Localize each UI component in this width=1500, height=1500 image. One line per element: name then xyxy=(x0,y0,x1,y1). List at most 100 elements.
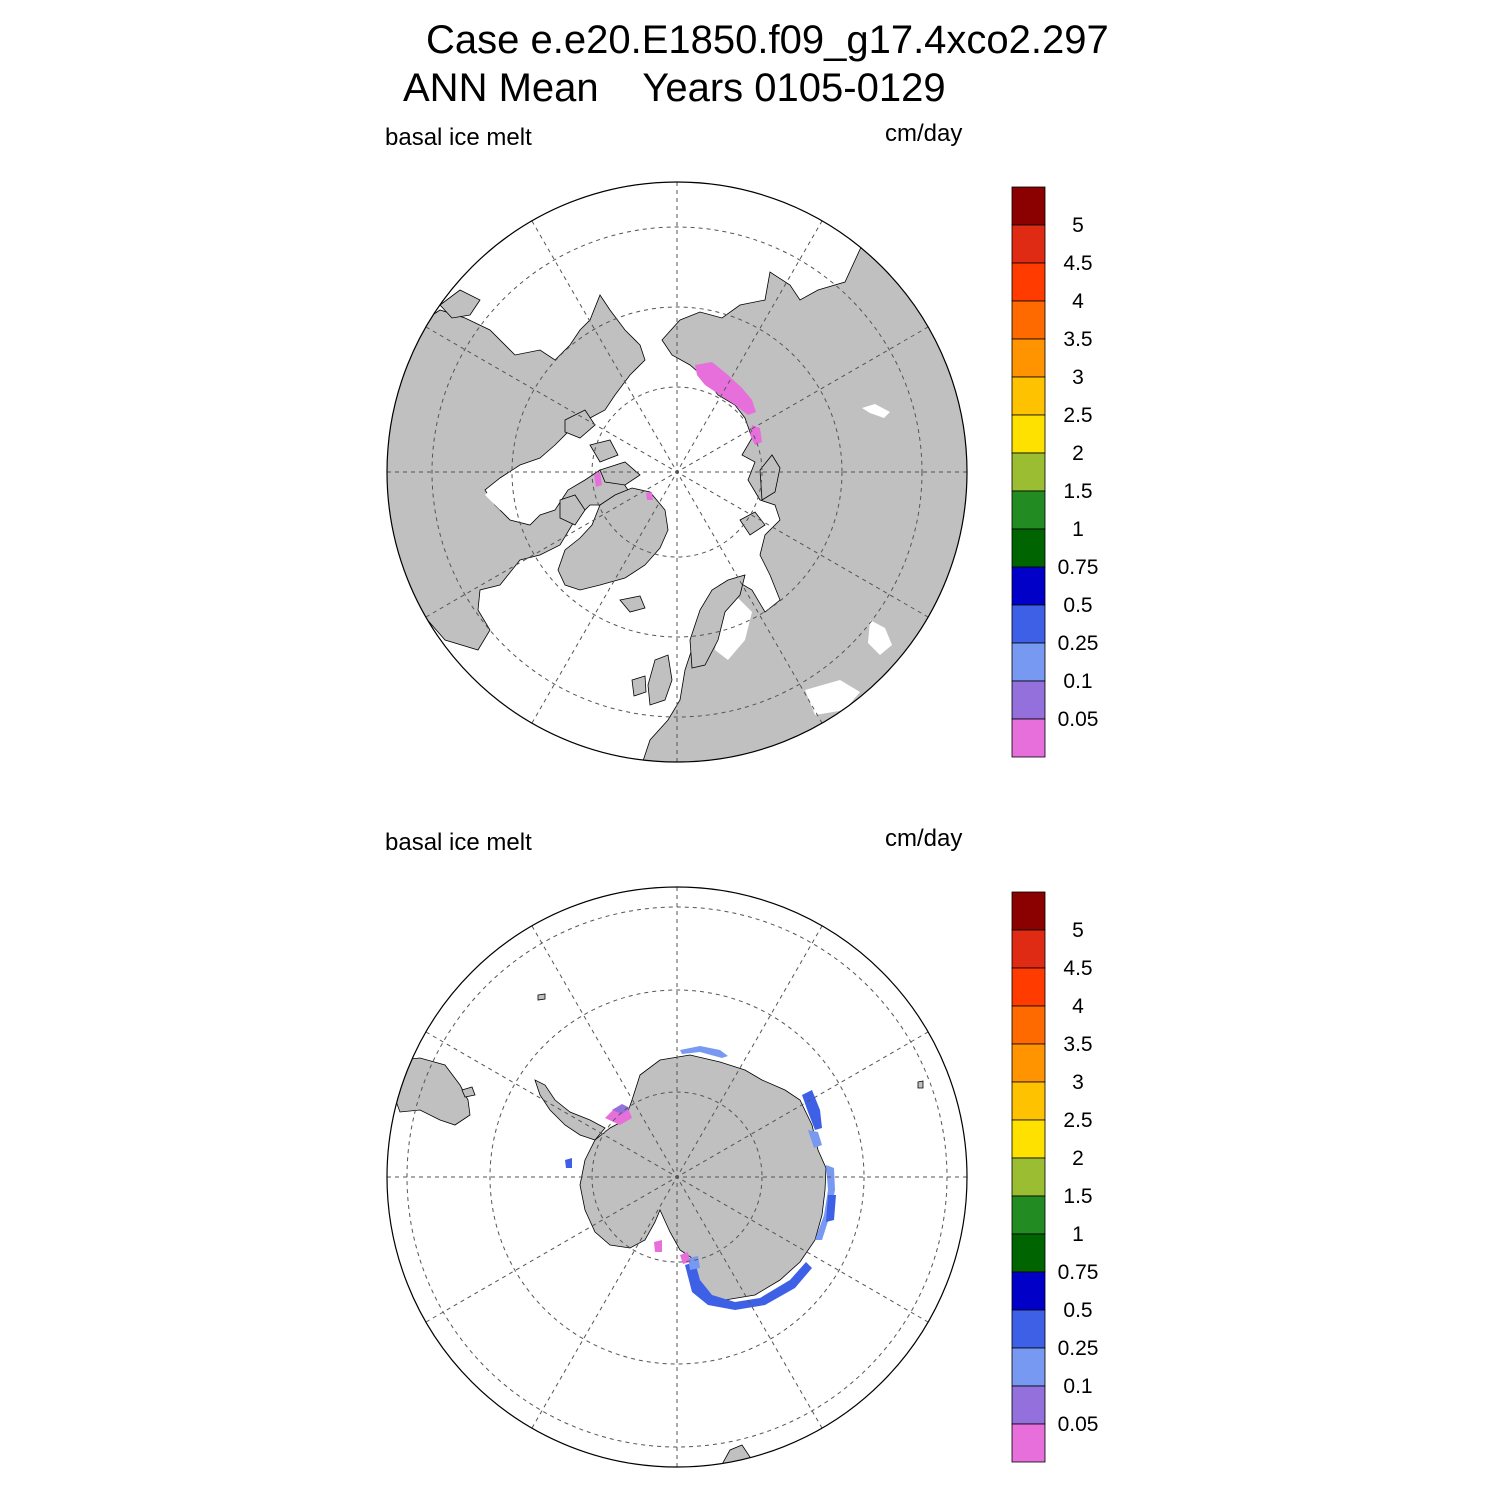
south-colorbar-label: 4.5 xyxy=(1063,957,1092,980)
south-colorbar-box-1 xyxy=(1011,1385,1046,1425)
melt-weddell-purple xyxy=(612,1104,630,1114)
melt-peninsula-blue xyxy=(565,1158,572,1168)
south-colorbar-box-10 xyxy=(1011,1043,1046,1083)
south-colorbar-label: 0.05 xyxy=(1058,1413,1099,1436)
south-america-tip xyxy=(387,1057,471,1126)
south-colorbar-box-5 xyxy=(1011,1233,1046,1273)
south-colorbar-box-0 xyxy=(1011,1423,1046,1463)
south-colorbar-label: 0.25 xyxy=(1058,1337,1099,1360)
south-colorbar-label: 3.5 xyxy=(1063,1033,1092,1056)
north-colorbar-box-11 xyxy=(1011,300,1046,340)
north-colorbar-box-5 xyxy=(1011,528,1046,568)
melt-bellingshausen-pink xyxy=(654,1240,662,1252)
south-colorbar-box-3 xyxy=(1011,1309,1046,1349)
north-colorbar-box-7 xyxy=(1011,452,1046,492)
melt-queen-maud-arc xyxy=(680,1046,728,1058)
melt-ross-sea-light xyxy=(688,1256,700,1270)
figure-title-line1: Case e.e20.E1850.f09_g17.4xco2.297 xyxy=(426,18,1109,62)
scandinavia xyxy=(689,574,746,669)
north-land-masses xyxy=(387,244,967,762)
small-island-1 xyxy=(537,993,546,1001)
south-graticule xyxy=(387,887,967,1467)
north-colorbar-label: 0.1 xyxy=(1063,670,1092,693)
north-colorbar-box-0 xyxy=(1011,718,1046,758)
south-colorbar-label: 0.1 xyxy=(1063,1375,1092,1398)
melt-weddell-pink xyxy=(605,1108,632,1125)
south-colorbar-label: 0.75 xyxy=(1058,1261,1099,1284)
north-colorbar-box-9 xyxy=(1011,376,1046,416)
lake-baikal xyxy=(862,404,890,418)
melt-laptev-patch xyxy=(750,425,762,445)
melt-greenland-patch xyxy=(646,492,653,500)
north-colorbar-label: 3.5 xyxy=(1063,328,1092,351)
melt-ross-sea-blue xyxy=(685,1262,812,1310)
south-colorbar-box-4 xyxy=(1011,1271,1046,1311)
melt-east-antarctica-3 xyxy=(815,1165,835,1240)
north-colorbar-box-2 xyxy=(1011,642,1046,682)
south-colorbar-label: 0.5 xyxy=(1063,1299,1092,1322)
small-island-2 xyxy=(917,1080,924,1089)
south-colorbar-label: 5 xyxy=(1072,919,1084,942)
iceland xyxy=(619,595,646,613)
south-colorbar-box-2 xyxy=(1011,1347,1046,1387)
north-colorbar-label: 4 xyxy=(1072,290,1084,313)
north-graticule xyxy=(387,182,967,762)
north-colorbar-box-12 xyxy=(1011,262,1046,302)
north-colorbar-label: 0.5 xyxy=(1063,594,1092,617)
north-colorbar-box-10 xyxy=(1011,338,1046,378)
north-colorbar-box-6 xyxy=(1011,490,1046,530)
north-america-landmass xyxy=(387,294,646,651)
north-polar-map xyxy=(386,181,968,763)
north-colorbar-box-8 xyxy=(1011,414,1046,454)
south-colorbar-box-12 xyxy=(1011,967,1046,1007)
melt-canadian-patch xyxy=(594,472,602,487)
melt-east-antarctica-2 xyxy=(808,1130,822,1148)
north-colorbar-box-3 xyxy=(1011,604,1046,644)
south-colorbar: 5 4.5 4 3.5 3 2.5 2 1.5 1 0.75 0.5 0.25 0.1 0.05 xyxy=(1011,891,1099,1463)
north-colorbar-box-14 xyxy=(1011,186,1046,226)
inland-sea-2 xyxy=(805,680,860,715)
hudson-bay xyxy=(485,465,560,512)
south-colorbar-box-11 xyxy=(1011,1005,1046,1045)
arctic-island-2 xyxy=(589,439,619,463)
south-colorbar-box-9 xyxy=(1011,1081,1046,1121)
south-colorbar-label: 1.5 xyxy=(1063,1185,1092,1208)
alaska-peninsula xyxy=(439,289,481,319)
arctic-island-3 xyxy=(599,461,641,486)
arctic-island-1 xyxy=(564,409,596,439)
north-panel-variable-label: basal ice melt xyxy=(385,124,532,151)
south-melt-field xyxy=(565,1046,836,1310)
falkland-islands xyxy=(461,1086,476,1098)
north-colorbar-label: 1 xyxy=(1072,518,1084,541)
north-colorbar-label: 4.5 xyxy=(1063,252,1092,275)
melt-east-antarctica-4 xyxy=(826,1195,836,1222)
great-britain xyxy=(647,654,673,706)
south-colorbar-box-6 xyxy=(1011,1195,1046,1235)
south-colorbar-label: 2.5 xyxy=(1063,1109,1092,1132)
south-polar-map xyxy=(386,886,968,1468)
north-colorbar-box-4 xyxy=(1011,566,1046,606)
north-colorbar-label: 0.05 xyxy=(1058,708,1099,731)
figure-title-line2: ANN Mean Years 0105-0129 xyxy=(403,66,946,110)
north-colorbar-label: 3 xyxy=(1072,366,1084,389)
south-colorbar-box-13 xyxy=(1011,929,1046,969)
south-colorbar-box-14 xyxy=(1011,891,1046,931)
south-colorbar-box-7 xyxy=(1011,1157,1046,1197)
north-map-border xyxy=(386,181,968,763)
south-map-border xyxy=(386,886,968,1468)
inland-sea-1 xyxy=(868,620,892,655)
north-colorbar-label: 0.75 xyxy=(1058,556,1099,579)
north-colorbar-label: 2.5 xyxy=(1063,404,1092,427)
south-panel-units-label: cm/day xyxy=(885,825,963,852)
south-colorbar-label: 2 xyxy=(1072,1147,1084,1170)
north-panel-units-label: cm/day xyxy=(885,120,963,147)
melt-east-antarctica-1 xyxy=(802,1090,822,1130)
north-colorbar-label: 5 xyxy=(1072,214,1084,237)
north-colorbar-box-1 xyxy=(1011,680,1046,720)
north-colorbar-label: 0.25 xyxy=(1058,632,1099,655)
south-panel-variable-label: basal ice melt xyxy=(385,829,532,856)
south-colorbar-label: 4 xyxy=(1072,995,1084,1018)
north-colorbar-label: 2 xyxy=(1072,442,1084,465)
north-colorbar-label: 1.5 xyxy=(1063,480,1092,503)
